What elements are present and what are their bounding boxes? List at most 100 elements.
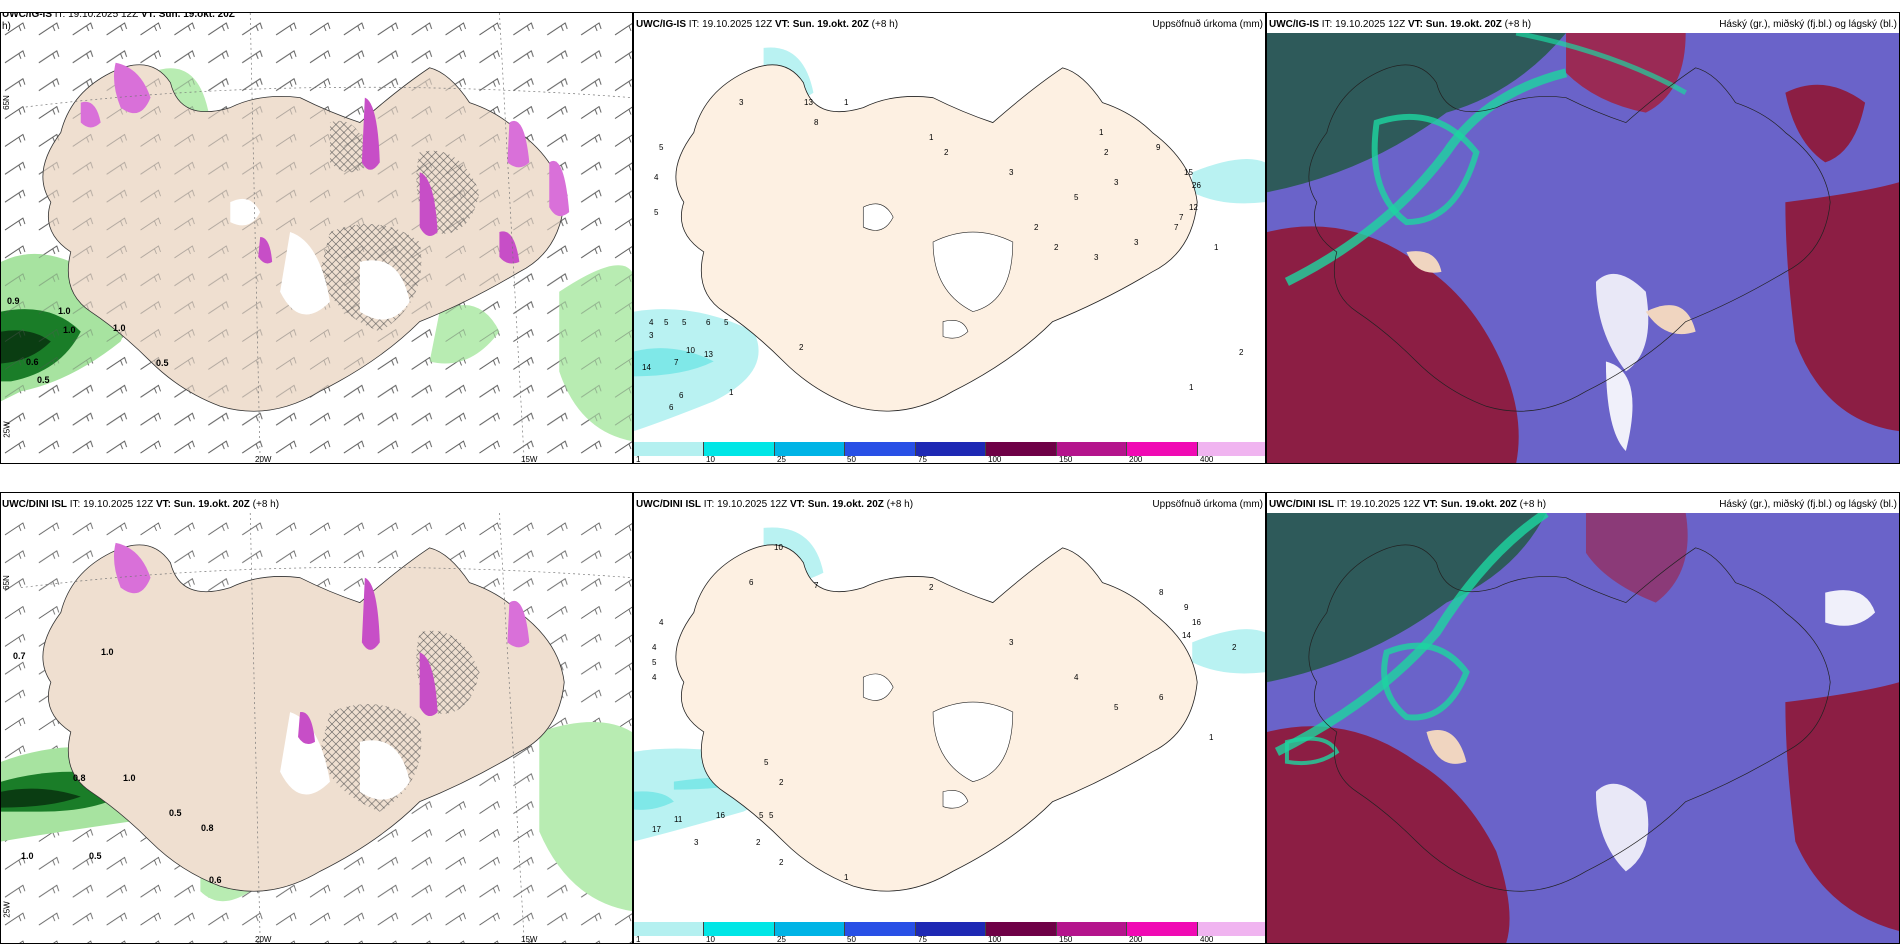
precip-value: 3 <box>1094 253 1099 262</box>
precip-value: 14 <box>1182 631 1191 640</box>
colorbar-tick: 10 <box>706 455 715 464</box>
precip-value: 7 <box>1179 213 1184 222</box>
precip-value: 5 <box>652 658 657 667</box>
precip-value: 1 <box>929 133 934 142</box>
precip-value: 5 <box>769 811 774 820</box>
precip-value: 7 <box>674 358 679 367</box>
precip-value: 5 <box>682 318 687 327</box>
precip-value: 3 <box>739 98 744 107</box>
precip-value: 5 <box>1074 193 1079 202</box>
precip-value: 3 <box>1009 168 1014 177</box>
colorbar-tick: 1 <box>636 455 641 464</box>
precip-value: 16 <box>716 811 725 820</box>
colorbar-tick: 10 <box>706 935 715 944</box>
precip-value: 17 <box>652 825 661 834</box>
precip-value: 5 <box>1114 703 1119 712</box>
colorbar: 1 10 25 50 75 100 150 200 400 <box>634 921 1265 943</box>
precip-value: 3 <box>649 331 654 340</box>
value-label: 0.8 <box>73 773 86 783</box>
cloud-title: Háský (gr.), miðský (fj.bl.) og lágský (… <box>1719 19 1897 30</box>
colorbar-tick: 25 <box>777 455 786 464</box>
colorbar-segment <box>704 442 775 456</box>
precip-value: 6 <box>749 578 754 587</box>
wind-map <box>1 13 632 463</box>
precip-value: 5 <box>759 811 764 820</box>
precip-value: 1 <box>1099 128 1104 137</box>
colorbar-segment <box>845 922 916 936</box>
precip-value: 4 <box>654 173 659 182</box>
colorbar-segment <box>775 442 845 456</box>
lat-label-25w: 25W <box>2 421 12 438</box>
precip-value: 7 <box>814 581 819 590</box>
panel-header: UWC/DINI ISL IT: 19.10.2025 12Z VT: Sun.… <box>2 499 280 510</box>
precip-value: 26 <box>1192 181 1201 190</box>
precip-value: 5 <box>654 208 659 217</box>
lat-label-65n: 65N <box>1 95 11 110</box>
value-label: 1.0 <box>63 325 76 335</box>
precip-value: 2 <box>1239 348 1244 357</box>
precip-value: 4 <box>652 643 657 652</box>
value-label: 0.5 <box>37 375 50 385</box>
precip-value: 5 <box>724 318 729 327</box>
colorbar-segment <box>1127 442 1198 456</box>
value-label: 0.9 <box>7 296 20 306</box>
panel-wind-row2: UWC/DINI ISL IT: 19.10.2025 12Z VT: Sun.… <box>0 492 633 944</box>
precip-map <box>634 33 1265 441</box>
precip-value: 13 <box>804 98 813 107</box>
precip-value: 8 <box>814 118 819 127</box>
colorbar-tick: 75 <box>918 935 927 944</box>
value-label: 0.5 <box>169 808 182 818</box>
lat-label-65n: 65N <box>1 575 11 590</box>
cloud-map <box>1267 513 1899 943</box>
colorbar-segment <box>704 922 775 936</box>
precip-value: 15 <box>1184 168 1193 177</box>
precip-value: 10 <box>774 543 783 552</box>
value-label: 0.6 <box>26 357 39 367</box>
panel-cloud-row1: UWC/IG-IS IT: 19.10.2025 12Z VT: Sun. 19… <box>1266 12 1900 464</box>
panel-header: UWC/IG-IS IT: 19.10.2025 12Z VT: Sun. 19… <box>636 19 899 30</box>
precip-value: 13 <box>704 350 713 359</box>
precip-title: Uppsöfnuð úrkoma (mm) <box>1152 499 1263 510</box>
lon-label-15w: 15W <box>521 935 538 944</box>
precip-value: 5 <box>664 318 669 327</box>
value-label: 0.6 <box>209 875 222 885</box>
colorbar-segment <box>1057 442 1127 456</box>
precip-value: 2 <box>944 148 949 157</box>
colorbar-tick: 25 <box>777 935 786 944</box>
panel-header: UWC/IG-IS IT: 19.10.2025 12Z VT: Sun. 19… <box>1269 19 1532 30</box>
colorbar-tick: 1 <box>636 935 641 944</box>
panel-header: UWC/DINI ISL IT: 19.10.2025 12Z VT: Sun.… <box>1269 499 1547 510</box>
precip-value: 6 <box>679 391 684 400</box>
colorbar-tick: 50 <box>847 935 856 944</box>
colorbar-tick: 75 <box>918 455 927 464</box>
value-label: 0.7 <box>13 651 26 661</box>
precip-value: 4 <box>649 318 654 327</box>
cloud-map <box>1267 33 1899 463</box>
precip-value: 3 <box>694 838 699 847</box>
colorbar-segment <box>1127 922 1198 936</box>
precip-value: 5 <box>659 143 664 152</box>
value-label: 1.0 <box>21 851 34 861</box>
precip-title: Uppsöfnuð úrkoma (mm) <box>1152 19 1263 30</box>
colorbar-segment <box>1057 922 1127 936</box>
colorbar-tick: 50 <box>847 455 856 464</box>
colorbar-segment <box>1198 922 1265 936</box>
lon-label-15w: 15W <box>521 455 538 464</box>
precip-value: 6 <box>1159 693 1164 702</box>
panel-precip-row2: UWC/DINI ISL IT: 19.10.2025 12Z VT: Sun.… <box>633 492 1266 944</box>
precip-value: 2 <box>779 858 784 867</box>
value-label: 1.0 <box>101 647 114 657</box>
precip-value: 11 <box>674 815 683 824</box>
colorbar-segment <box>634 922 704 936</box>
precip-value: 2 <box>756 838 761 847</box>
panel-header: UWC/DINI ISL IT: 19.10.2025 12Z VT: Sun.… <box>636 499 914 510</box>
colorbar-segment <box>986 442 1057 456</box>
precip-value: 2 <box>1232 643 1237 652</box>
precip-value: 9 <box>1184 603 1189 612</box>
precip-value: 3 <box>1114 178 1119 187</box>
colorbar-tick: 150 <box>1059 455 1073 464</box>
precip-value: 1 <box>844 98 849 107</box>
colorbar-tick: 200 <box>1129 935 1143 944</box>
precip-value: 2 <box>1034 223 1039 232</box>
panel-wind-row1: UWC/IG-IS IT: 19.10.2025 12Z VT: Sun. 19… <box>0 12 633 464</box>
